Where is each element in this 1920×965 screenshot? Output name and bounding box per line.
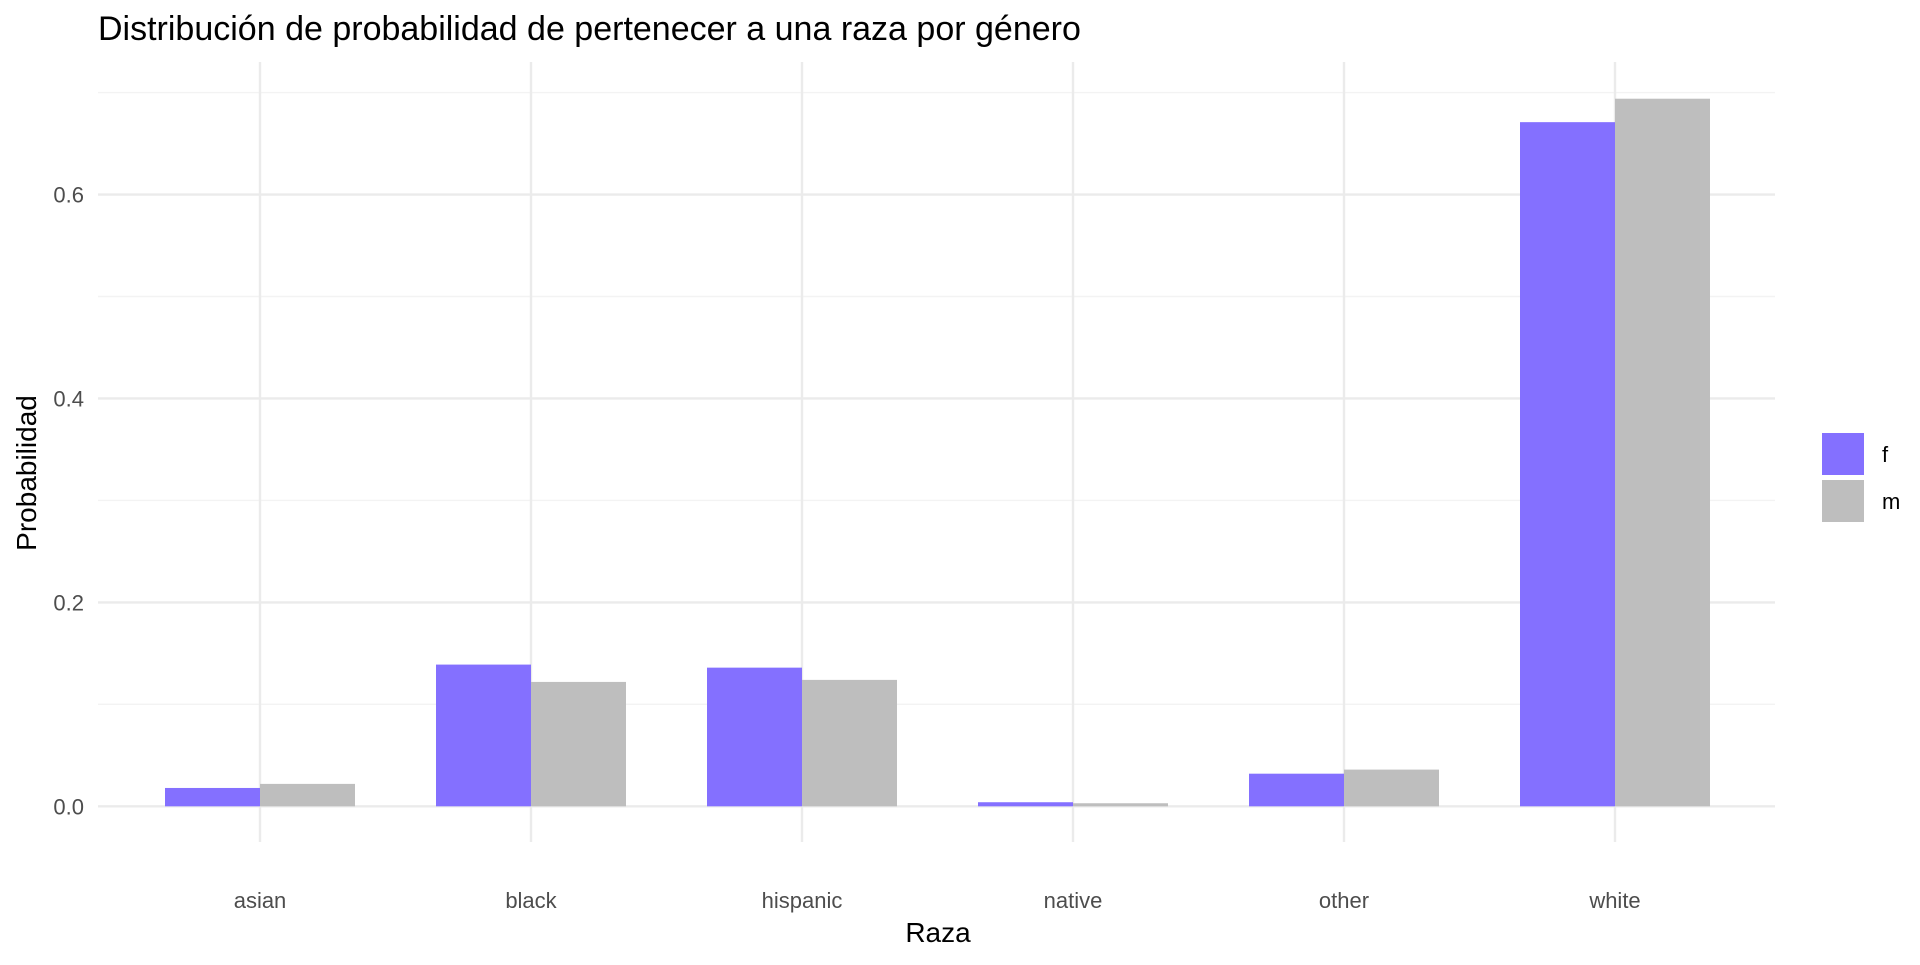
x-tick-label: black xyxy=(505,888,557,913)
y-tick-label: 0.0 xyxy=(53,794,84,819)
bar-f-asian xyxy=(165,787,260,807)
bar-m-native xyxy=(1073,803,1168,807)
y-axis-ticks: 0.0 0.2 0.4 0.6 xyxy=(53,183,84,820)
chart-title: Distribución de probabilidad de pertenec… xyxy=(98,10,1081,48)
bar-m-hispanic xyxy=(802,679,897,807)
x-tick-label: asian xyxy=(234,888,287,913)
legend-label-f: f xyxy=(1882,442,1889,467)
bar-m-other xyxy=(1344,769,1439,807)
bar-f-white xyxy=(1520,122,1615,807)
x-tick-label: hispanic xyxy=(762,888,843,913)
bar-m-black xyxy=(531,681,626,807)
y-axis-title: Probabilidad xyxy=(11,395,42,551)
y-tick-label: 0.2 xyxy=(53,590,84,615)
bar-f-hispanic xyxy=(707,667,802,807)
x-tick-label: white xyxy=(1588,888,1640,913)
y-tick-label: 0.4 xyxy=(53,386,84,411)
x-tick-label: native xyxy=(1044,888,1103,913)
x-axis-title: Raza xyxy=(905,917,971,948)
x-axis-ticks: asian black hispanic native other white xyxy=(234,888,1641,913)
x-tick-label: other xyxy=(1319,888,1369,913)
y-tick-label: 0.6 xyxy=(53,183,84,208)
legend-swatch-m xyxy=(1822,480,1864,522)
bar-f-other xyxy=(1249,773,1344,807)
bar-f-black xyxy=(436,664,531,807)
bars xyxy=(165,98,1710,807)
bar-f-native xyxy=(978,802,1073,807)
legend: fm xyxy=(1822,433,1900,522)
bar-m-asian xyxy=(260,783,355,807)
bar-m-white xyxy=(1615,98,1710,807)
legend-label-m: m xyxy=(1882,489,1900,514)
legend-swatch-f xyxy=(1822,433,1864,475)
